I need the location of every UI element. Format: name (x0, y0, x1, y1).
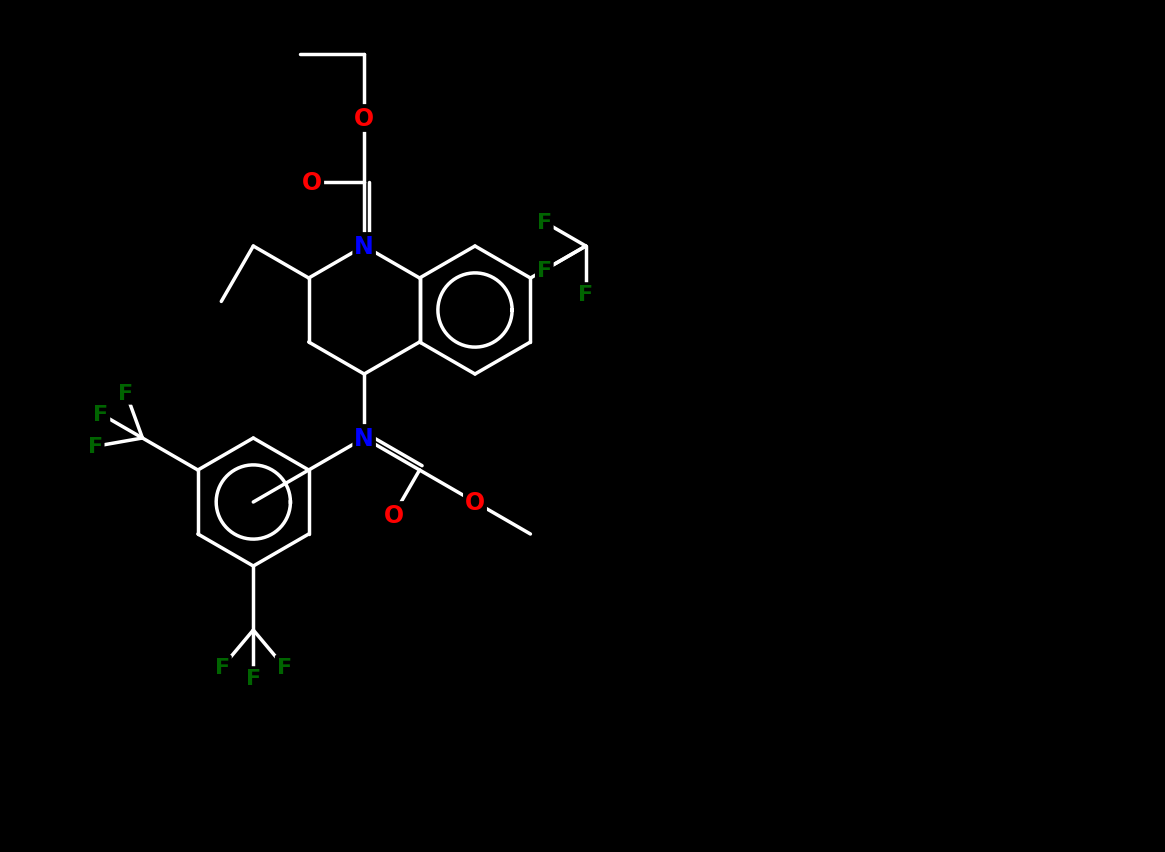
Text: F: F (276, 657, 291, 677)
Text: F: F (246, 668, 261, 688)
Text: O: O (302, 170, 323, 195)
Text: F: F (87, 437, 103, 457)
Text: F: F (119, 383, 134, 403)
Text: N: N (354, 234, 374, 259)
Text: F: F (537, 261, 552, 280)
Text: O: O (383, 504, 403, 527)
Text: F: F (214, 657, 230, 677)
Text: O: O (465, 491, 485, 515)
Text: F: F (93, 405, 108, 424)
Text: O: O (354, 106, 374, 131)
Text: N: N (354, 427, 374, 451)
Text: F: F (578, 285, 593, 305)
Text: F: F (537, 213, 552, 233)
